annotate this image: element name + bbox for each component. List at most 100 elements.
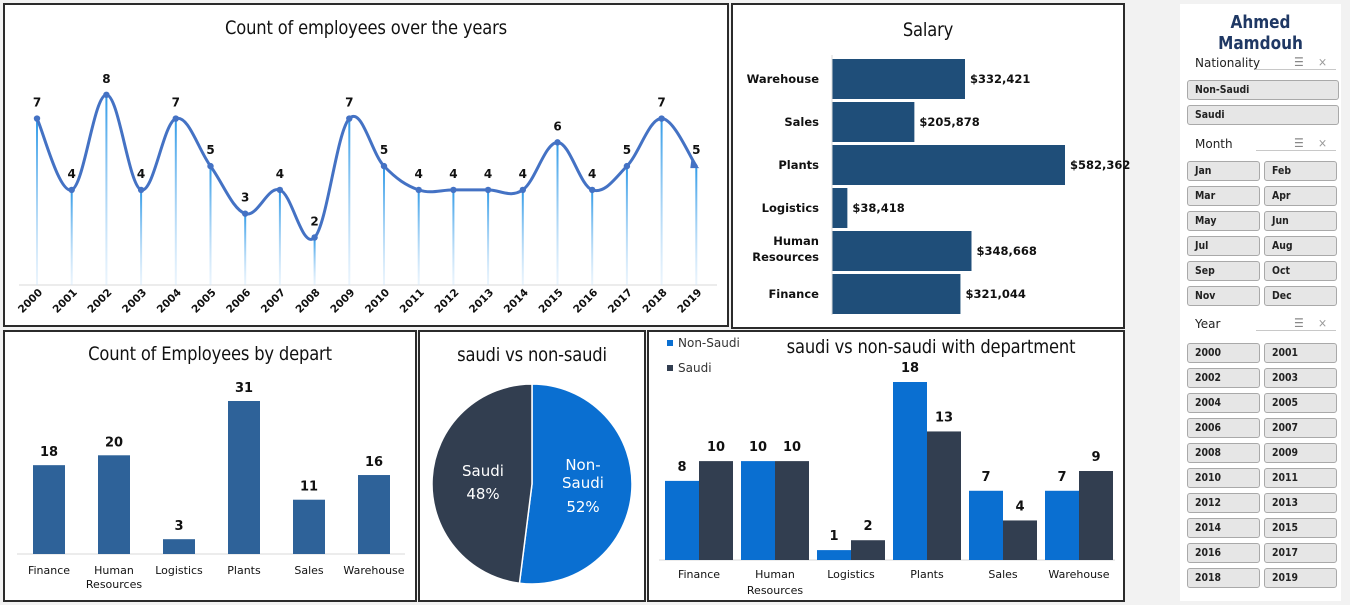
month-option-jul[interactable]: Jul [1187, 236, 1260, 256]
category-label: Resources [747, 584, 803, 597]
saudi-bar [1003, 520, 1037, 560]
year-option-2012[interactable]: 2012 [1187, 493, 1260, 513]
year-option-2018[interactable]: 2018 [1187, 568, 1260, 588]
nationality-header: Nationality [1195, 56, 1261, 70]
pie-slice [431, 383, 533, 585]
non-saudi-bar [817, 550, 851, 560]
year-option-2002[interactable]: 2002 [1187, 368, 1260, 388]
slicer-item-label: 2010 [1195, 471, 1222, 484]
drop-line [417, 189, 420, 285]
value-label: $38,418 [852, 201, 904, 215]
data-point [589, 186, 596, 194]
data-label: 7 [172, 96, 180, 110]
drop-line [383, 166, 385, 285]
slicer-item-label: 2013 [1272, 496, 1299, 509]
chart-title: saudi vs non-saudi [457, 344, 607, 366]
slicer-item-label: 2007 [1272, 421, 1299, 434]
year-option-2007[interactable]: 2007 [1264, 418, 1337, 438]
slicer-item-label: Nov [1195, 289, 1216, 302]
data-point [380, 162, 388, 170]
year-option-2003[interactable]: 2003 [1264, 368, 1337, 388]
month-option-nov[interactable]: Nov [1187, 286, 1260, 306]
x-tick-label: 2006 [224, 287, 253, 316]
clear-filter-icon[interactable]: ⨯ [1318, 136, 1328, 150]
category-label: Human [94, 564, 134, 577]
year-option-2017[interactable]: 2017 [1264, 543, 1337, 563]
slice-label: Saudi [562, 474, 604, 492]
category-label: Warehouse [1048, 568, 1109, 581]
month-option-feb[interactable]: Feb [1264, 161, 1337, 181]
year-option-2004[interactable]: 2004 [1187, 393, 1260, 413]
month-option-oct[interactable]: Oct [1264, 261, 1337, 281]
nationality-option-non-saudi[interactable]: Non-Saudi [1187, 80, 1339, 100]
header-divider [1256, 330, 1336, 331]
slicer-item-label: 2019 [1272, 571, 1299, 584]
x-tick-label: 2002 [85, 287, 114, 316]
saudi-bar [851, 540, 885, 560]
data-label: 4 [1015, 499, 1024, 514]
x-tick-label: 2015 [536, 287, 565, 316]
year-option-2014[interactable]: 2014 [1187, 518, 1260, 538]
slicer-item-label: 2004 [1195, 396, 1222, 409]
department-bar [293, 499, 325, 554]
month-option-mar[interactable]: Mar [1187, 186, 1260, 206]
year-option-2013[interactable]: 2013 [1264, 493, 1337, 513]
multi-select-icon[interactable]: ☰ [1294, 316, 1304, 330]
month-option-aug[interactable]: Aug [1264, 236, 1337, 256]
data-point [623, 162, 631, 170]
data-point [33, 115, 41, 122]
category-label: Resources [752, 250, 819, 264]
data-label: 10 [707, 440, 725, 455]
year-option-2015[interactable]: 2015 [1264, 518, 1337, 538]
slicer-item-label: Aug [1272, 239, 1293, 252]
year-option-2011[interactable]: 2011 [1264, 468, 1337, 488]
year-option-2008[interactable]: 2008 [1187, 443, 1260, 463]
saudi-bar [927, 431, 961, 560]
year-option-2000[interactable]: 2000 [1187, 343, 1260, 363]
slicer-item-label: 2001 [1272, 346, 1299, 359]
data-label: 4 [519, 167, 527, 181]
year-option-2010[interactable]: 2010 [1187, 468, 1260, 488]
year-option-2005[interactable]: 2005 [1264, 393, 1337, 413]
month-option-dec[interactable]: Dec [1264, 286, 1337, 306]
slicer-item-label: 2015 [1272, 521, 1299, 534]
multi-select-icon[interactable]: ☰ [1294, 55, 1304, 69]
year-option-2009[interactable]: 2009 [1264, 443, 1337, 463]
multi-select-icon[interactable]: ☰ [1294, 136, 1304, 150]
x-tick-label: 2019 [675, 287, 704, 316]
value-label: $332,421 [970, 72, 1030, 86]
data-label: 4 [137, 167, 145, 181]
data-label: 10 [783, 440, 801, 455]
drop-line [521, 189, 524, 285]
slicer-item-label: 2016 [1195, 546, 1222, 559]
employees-over-years-chart: Count of employees over the years 7 2000 4… [3, 3, 729, 327]
category-label: Resources [86, 578, 142, 591]
category-label: Warehouse [747, 72, 820, 86]
year-option-2016[interactable]: 2016 [1187, 543, 1260, 563]
clear-filter-icon[interactable]: ⨯ [1318, 55, 1328, 69]
series-line [35, 93, 698, 241]
month-option-may[interactable]: May [1187, 211, 1260, 231]
data-point [519, 186, 526, 194]
year-option-2001[interactable]: 2001 [1264, 343, 1337, 363]
data-label: 3 [241, 191, 249, 205]
month-option-jan[interactable]: Jan [1187, 161, 1260, 181]
year-option-2019[interactable]: 2019 [1264, 568, 1337, 588]
data-label: 8 [102, 72, 110, 86]
year-option-2006[interactable]: 2006 [1187, 418, 1260, 438]
data-point [311, 234, 318, 241]
slicer-item-label: Feb [1272, 164, 1292, 177]
non-saudi-bar [741, 461, 775, 560]
nationality-option-saudi[interactable]: Saudi [1187, 105, 1339, 125]
data-label: 7 [657, 96, 665, 110]
department-bar [163, 539, 195, 554]
month-option-jun[interactable]: Jun [1264, 211, 1337, 231]
data-point [242, 210, 249, 217]
x-tick-label: 2003 [120, 287, 149, 316]
drop-line [313, 237, 316, 285]
slicer-item-label: 2003 [1272, 371, 1299, 384]
non-saudi-bar [893, 382, 927, 560]
clear-filter-icon[interactable]: ⨯ [1318, 316, 1328, 330]
month-option-sep[interactable]: Sep [1187, 261, 1260, 281]
month-option-apr[interactable]: Apr [1264, 186, 1337, 206]
